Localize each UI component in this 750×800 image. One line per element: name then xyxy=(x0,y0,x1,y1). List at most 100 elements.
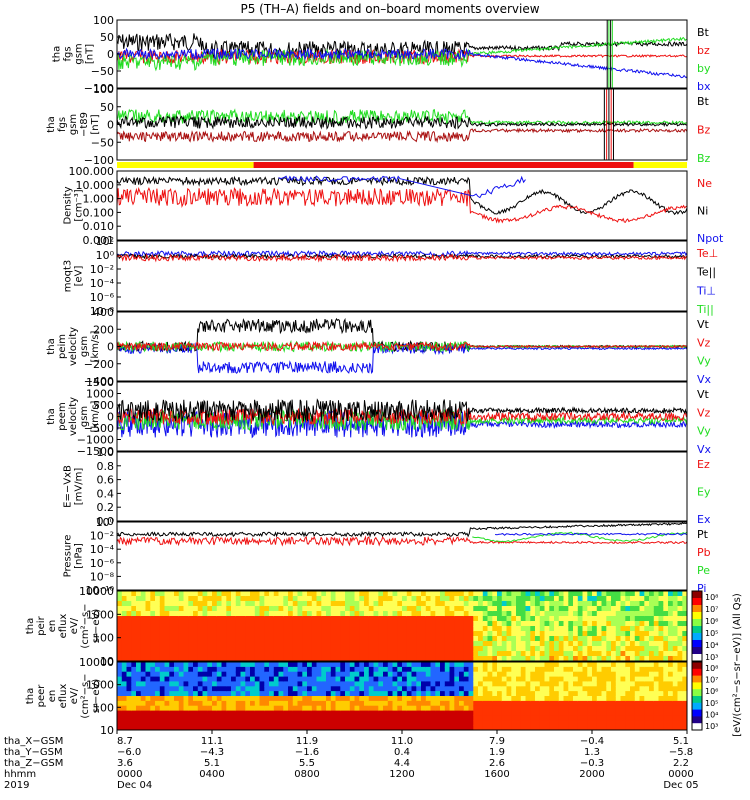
spectrogram-cell xyxy=(193,606,199,612)
spectrogram-cell xyxy=(269,596,275,602)
spectrogram-cell xyxy=(155,601,161,607)
spectrogram-cell xyxy=(615,616,622,622)
spectrogram-cell xyxy=(516,705,522,712)
spectrogram-cell xyxy=(183,666,189,673)
spectrogram-cell xyxy=(174,666,180,673)
spectrogram-cell xyxy=(164,662,170,668)
spectrogram-cell xyxy=(473,681,479,687)
spectrogram-cell xyxy=(264,715,270,721)
spectrogram-cell xyxy=(435,696,441,702)
spectrogram-cell xyxy=(539,591,546,597)
spectrogram-cell xyxy=(397,681,403,687)
spectrogram-cell xyxy=(321,705,327,712)
spectrogram-cell xyxy=(364,671,370,678)
spectrogram-cell xyxy=(482,715,489,721)
spectrogram-cell xyxy=(387,720,394,726)
spectrogram-cell xyxy=(326,725,332,730)
spectrogram-cell xyxy=(492,691,498,697)
spectrogram-cell xyxy=(516,601,522,607)
spectrogram-cell xyxy=(668,636,674,642)
spectrogram-cell xyxy=(663,686,669,692)
plot-title: P5 (TH–A) fields and on–board moments ov… xyxy=(240,2,539,16)
spectrogram-cell xyxy=(330,656,337,661)
spectrogram-cell xyxy=(155,646,161,652)
spectrogram-cell xyxy=(235,636,242,642)
spectrogram-cell xyxy=(250,676,256,683)
spectrogram-cell xyxy=(653,666,660,673)
spectrogram-cell xyxy=(653,596,660,602)
spectrogram-cell xyxy=(658,666,664,673)
spectrogram-cell xyxy=(411,626,417,632)
spectrogram-cell xyxy=(634,700,641,707)
spectrogram-cell xyxy=(335,616,341,622)
spectrogram-cell xyxy=(620,596,626,602)
spectrogram-cell xyxy=(587,705,593,712)
spectrogram-cell xyxy=(245,626,251,632)
spectrogram-cell xyxy=(530,636,536,642)
spectrogram-cell xyxy=(321,616,327,622)
x-tick-hhmm: 1600 xyxy=(484,769,509,780)
y-tick-label: 10⁻² xyxy=(90,263,114,276)
spectrogram-cell xyxy=(482,616,489,622)
spectrogram-cell xyxy=(235,662,242,668)
spectrogram-cell xyxy=(672,720,679,726)
colorbar-cell xyxy=(692,640,702,648)
spectrogram-cell xyxy=(136,616,142,622)
spectrogram-cell xyxy=(226,715,232,721)
spectrogram-cell xyxy=(672,636,679,642)
y-tick-label: 400 xyxy=(93,306,114,319)
spectrogram-cell xyxy=(397,686,403,692)
spectrogram-cell xyxy=(649,666,655,673)
spectrogram-cell xyxy=(596,662,603,668)
spectrogram-cell xyxy=(430,710,436,717)
spectrogram-cell xyxy=(520,636,527,642)
spectrogram-cell xyxy=(207,646,213,652)
spectrogram-cell xyxy=(292,691,299,697)
spectrogram-cell xyxy=(136,611,142,617)
spectrogram-cell xyxy=(345,611,351,617)
spectrogram-cell xyxy=(235,621,242,627)
spectrogram-cell xyxy=(269,700,275,707)
spectrogram-cell xyxy=(131,606,137,612)
legend-Ti⊥: Ti⊥ xyxy=(696,284,716,297)
spectrogram-cell xyxy=(625,720,631,726)
spectrogram-cell xyxy=(240,710,246,717)
spectrogram-cell xyxy=(250,631,256,637)
spectrogram-cell xyxy=(359,636,365,642)
spectrogram-cell xyxy=(582,641,588,647)
spectrogram-cell xyxy=(212,715,218,721)
spectrogram-cell xyxy=(159,676,166,683)
spectrogram-cell xyxy=(121,681,128,687)
spectrogram-cell xyxy=(558,666,565,673)
spectrogram-cell xyxy=(535,662,541,668)
spectrogram-cell xyxy=(535,646,541,652)
spectrogram-cell xyxy=(392,601,398,607)
spectrogram-cell xyxy=(630,636,636,642)
spectrogram-cell xyxy=(359,601,365,607)
spectrogram-cell xyxy=(677,686,683,692)
spectrogram-cell xyxy=(326,666,332,673)
spectrogram-cell xyxy=(411,671,417,678)
spectrogram-cell xyxy=(359,621,365,627)
spectrogram-cell xyxy=(316,691,322,697)
spectrogram-cell xyxy=(630,676,636,683)
spectrogram-cell xyxy=(169,611,175,617)
spectrogram-cell xyxy=(145,691,151,697)
spectrogram-cell xyxy=(630,631,636,637)
spectrogram-cell xyxy=(611,606,617,612)
spectrogram-cell xyxy=(264,626,270,632)
spectrogram-cell xyxy=(169,710,175,717)
spectrogram-cell xyxy=(487,646,493,652)
spectrogram-cell xyxy=(416,616,422,622)
spectrogram-cell xyxy=(653,686,660,692)
spectrogram-cell xyxy=(668,601,674,607)
spectrogram-cell xyxy=(368,611,375,617)
spectrogram-cell xyxy=(397,611,403,617)
spectrogram-cell xyxy=(311,676,318,683)
spectrogram-cell xyxy=(368,691,375,697)
spectrogram-cell xyxy=(668,720,674,726)
spectrogram-cell xyxy=(383,715,389,721)
spectrogram-cell xyxy=(307,631,313,637)
spectrogram-cell xyxy=(311,696,318,702)
spectrogram-cell xyxy=(582,671,588,678)
